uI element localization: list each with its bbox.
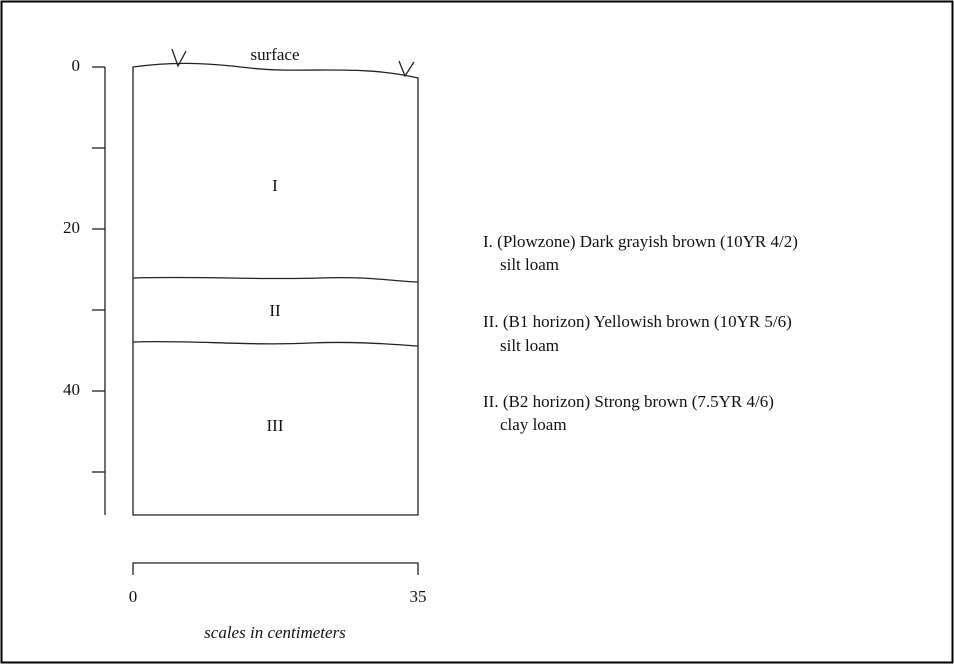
legend-line: silt loam [500, 255, 559, 274]
depth-ticks: 0 20 40 [63, 56, 105, 399]
scale-label: 35 [410, 587, 427, 606]
surface-label: surface [250, 45, 299, 64]
scale-label: 0 [129, 587, 138, 606]
profile-box [132, 62, 419, 516]
scale-caption: scales in centimeters [204, 623, 346, 642]
depth-tick-label: 20 [63, 218, 80, 237]
horizon-label: II [269, 301, 281, 320]
depth-tick-label: 0 [72, 56, 81, 75]
legend-line: II. (B1 horizon) Yellowish brown (10YR 5… [483, 312, 792, 331]
minor-ticks [92, 147, 105, 473]
legend-line: silt loam [500, 336, 559, 355]
depth-tick-label: 40 [63, 380, 80, 399]
horizon-boundary [132, 340, 419, 347]
legend-line: II. (B2 horizon) Strong brown (7.5YR 4/6… [483, 392, 774, 411]
water-arrows [171, 48, 415, 78]
horizon-label: I [272, 176, 278, 195]
legend-line: clay loam [500, 415, 567, 434]
horizon-label: III [267, 416, 284, 435]
width-scale [132, 562, 419, 575]
legend-line: I. (Plowzone) Dark grayish brown (10YR 4… [483, 232, 798, 251]
horizon-boundary [132, 276, 419, 283]
